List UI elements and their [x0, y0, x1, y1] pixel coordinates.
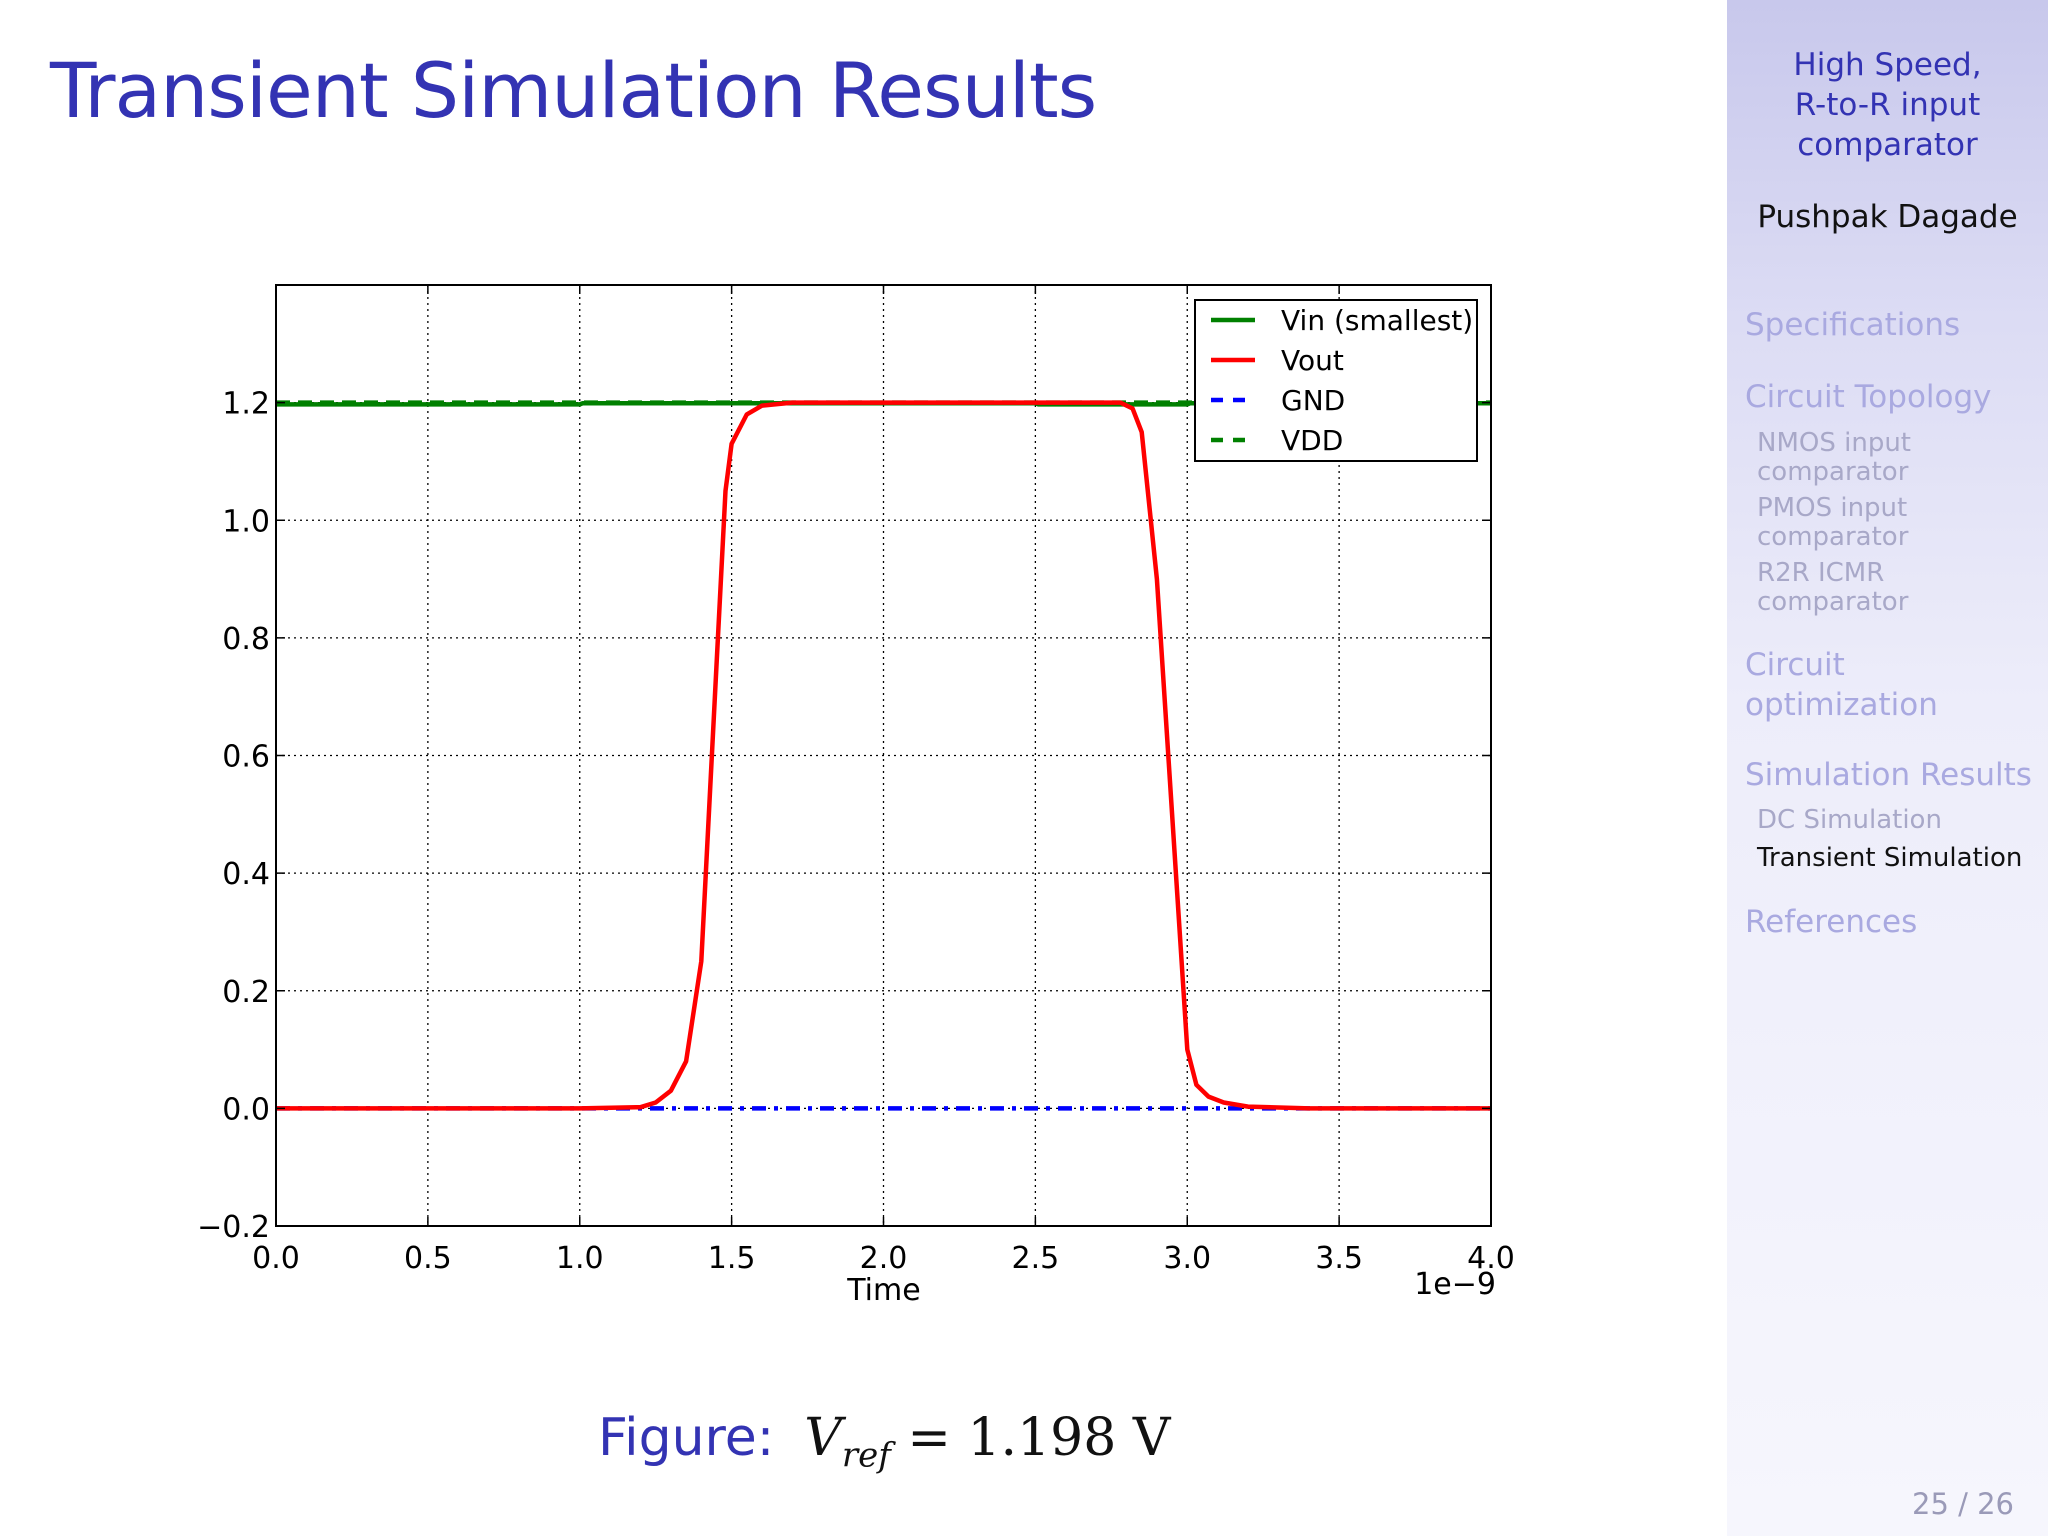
caption-value: = 1.198 V [890, 1408, 1171, 1468]
nav-item-line: NMOS input [1757, 428, 1911, 458]
nav-references[interactable]: References [1745, 904, 1918, 940]
nav-nmos-input-comparator[interactable]: NMOS input comparator [1757, 429, 1911, 487]
nav-transient-simulation[interactable]: Transient Simulation [1757, 843, 2023, 873]
nav-item-line: R2R ICMR [1757, 558, 1885, 588]
transient-chart: 0.0 0.5 1.0 1.5 2.0 2.5 3.0 3.5 4.0−0.20.00.20.4… [197, 284, 1515, 1308]
y-tick-label: −0.2 [197, 1210, 270, 1245]
nav-item-line: Circuit [1745, 647, 1845, 683]
chart-legend: Vin (smallest) Vout GND VDD [1194, 299, 1478, 462]
x-tick-label: 3.0 [1163, 1241, 1211, 1276]
x-tick-label: 0.0 [252, 1241, 300, 1276]
y-tick-label: 1.2 [222, 387, 270, 422]
nav-item-line: optimization [1745, 687, 1938, 723]
page-number: 25 / 26 [1912, 1487, 2015, 1521]
presentation-title-line[interactable]: High Speed, [1793, 47, 1982, 83]
nav-simulation-results[interactable]: Simulation Results [1745, 757, 2032, 793]
nav-item-line: comparator [1757, 457, 1909, 487]
nav-dc-simulation[interactable]: DC Simulation [1757, 805, 1942, 835]
x-tick-label: 0.5 [404, 1241, 452, 1276]
legend-label: GND [1281, 384, 1345, 417]
nav-item-line: comparator [1757, 587, 1909, 617]
x-tick-label: 3.5 [1315, 1241, 1363, 1276]
nav-r2r-icmr-comparator[interactable]: R2R ICMR comparator [1757, 559, 1908, 617]
y-tick-label: 0.4 [222, 857, 270, 892]
nav-item-line: PMOS input [1757, 493, 1908, 523]
presentation-title-line[interactable]: R-to-R input [1794, 87, 1981, 123]
chart-ticks: 0.0 0.5 1.0 1.5 2.0 2.5 3.0 3.5 4.0−0.20.00.20.4… [197, 285, 1515, 1276]
y-tick-label: 0.2 [222, 975, 270, 1010]
author-name: Pushpak Dagade [1757, 199, 2018, 235]
slide-title: Transient Simulation Results [50, 46, 1097, 135]
x-axis-offset-text: 1e−9 [1414, 1267, 1496, 1302]
x-tick-label: 1.5 [708, 1241, 756, 1276]
x-tick-label: 2.5 [1012, 1241, 1060, 1276]
caption-var: V [804, 1408, 842, 1468]
y-tick-label: 1.0 [222, 504, 270, 539]
legend-label: Vin (smallest) [1281, 304, 1473, 337]
figure-caption: Figure: Vref = 1.198 V [598, 1408, 1170, 1475]
y-tick-label: 0.8 [222, 622, 270, 657]
legend-label: VDD [1281, 424, 1343, 457]
caption-equation: Vref = 1.198 V [804, 1408, 1171, 1475]
nav-circuit-topology[interactable]: Circuit Topology [1745, 379, 1992, 415]
legend-box [1194, 299, 1478, 462]
x-axis-label: Time [846, 1273, 920, 1308]
x-tick-label: 4.0 [1467, 1241, 1515, 1276]
x-tick-label: 1.0 [556, 1241, 604, 1276]
y-tick-label: 0.0 [222, 1092, 270, 1127]
series-line-vout [276, 400, 1491, 1111]
caption-sub: ref [841, 1435, 891, 1476]
x-tick-label: 2.0 [860, 1241, 908, 1276]
nav-specifications[interactable]: Specifications [1745, 307, 1961, 343]
nav-circuit-optimization[interactable]: Circuit optimization [1745, 645, 1938, 725]
sidebar: High Speed, R-to-R input comparator Push… [1727, 0, 2048, 1536]
legend-label: Vout [1281, 344, 1344, 377]
caption-label: Figure: [598, 1408, 775, 1468]
presentation-title-line[interactable]: comparator [1797, 127, 1978, 163]
y-tick-label: 0.6 [222, 740, 270, 775]
nav-item-line: comparator [1757, 522, 1909, 552]
nav-pmos-input-comparator[interactable]: PMOS input comparator [1757, 494, 1908, 552]
